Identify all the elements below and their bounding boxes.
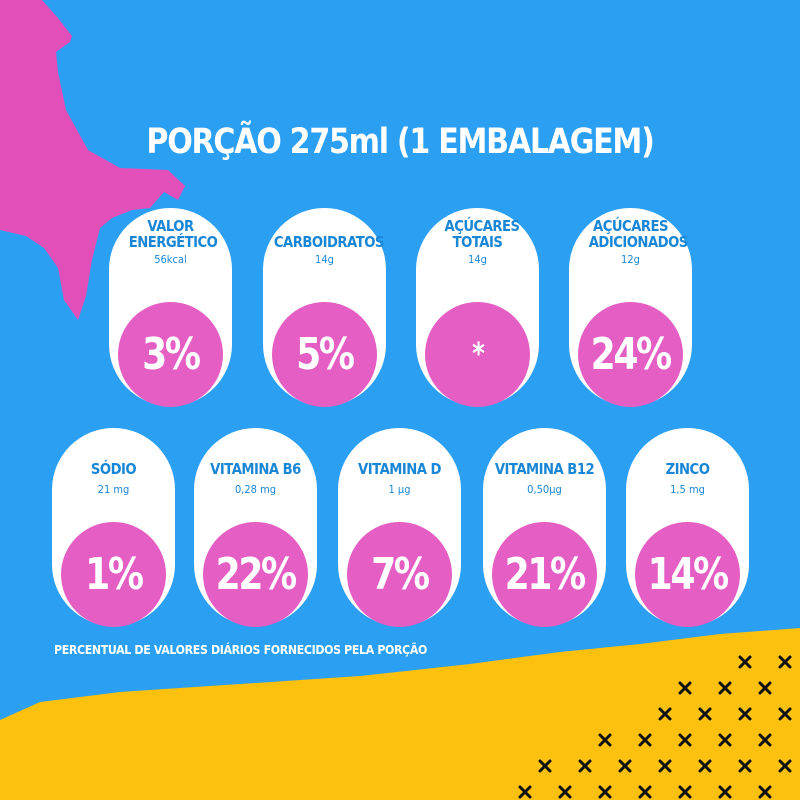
nutrient-amount: 0,28 mg <box>234 483 277 496</box>
percent-value: 3% <box>142 329 201 380</box>
nutrient-card-acucares-adicionados: AÇÚCARES ADICIONADOS 12g 24% <box>569 208 692 407</box>
percent-value: * <box>472 337 485 372</box>
nutrient-amount: 1,5 mg <box>670 483 705 496</box>
yellow-ground-shape <box>0 628 800 800</box>
percent-value: 22% <box>215 549 297 600</box>
nutrient-card-acucares-totais: AÇÚCARES TOTAIS 14g * <box>416 208 539 407</box>
nutrient-amount: 21 mg <box>97 483 130 496</box>
percent-circle: 21% <box>492 522 597 627</box>
nutrient-name: VALOR ENERGÉTICO <box>128 217 218 251</box>
pink-arrow-shape <box>0 0 185 320</box>
nutrient-card-sodio: SÓDIO 21 mg 1% <box>52 428 175 627</box>
percent-circle: 5% <box>272 302 377 407</box>
nutrient-card-vitamina-b6: VITAMINA B6 0,28 mg 22% <box>194 428 317 627</box>
nutrient-name: AÇÚCARES ADICIONADOS <box>588 217 689 251</box>
nutrient-card-valor-energetico: VALOR ENERGÉTICO 56kcal 3% <box>109 208 232 407</box>
nutrient-name: VITAMINA B12 <box>494 460 595 478</box>
nutrient-amount: 0,50µg <box>527 483 562 496</box>
percent-circle: 1% <box>61 522 166 627</box>
percent-value: 24% <box>590 329 672 380</box>
cross-pattern <box>518 655 792 799</box>
nutrient-name: VITAMINA D <box>358 460 441 478</box>
nutrient-amount: 14g <box>468 253 487 266</box>
nutrient-amount: 56kcal <box>154 253 187 266</box>
nutrient-card-vitamina-b12: VITAMINA B12 0,50µg 21% <box>483 428 606 627</box>
percent-circle: 3% <box>118 302 223 407</box>
nutrient-name: VITAMINA B6 <box>210 460 301 478</box>
nutrient-amount: 1 µg <box>388 483 411 496</box>
nutrient-name: SÓDIO <box>90 460 137 478</box>
page-title: PORÇÃO 275ml (1 EMBALAGEM) <box>146 122 654 162</box>
nutrient-amount: 14g <box>315 253 334 266</box>
footnote: PERCENTUAL DE VALORES DIÁRIOS FORNECIDOS… <box>54 642 428 657</box>
nutrient-name: CARBOIDRATOS <box>273 233 385 251</box>
percent-value: 21% <box>504 549 586 600</box>
nutrient-amount: 12g <box>621 253 640 266</box>
percent-value: 1% <box>85 549 144 600</box>
nutrient-name: ZINCO <box>665 460 710 478</box>
percent-circle: 7% <box>347 522 452 627</box>
nutrient-name: AÇÚCARES TOTAIS <box>444 217 521 251</box>
nutrient-card-carboidratos: CARBOIDRATOS 14g 5% <box>263 208 386 407</box>
nutrient-card-vitamina-d: VITAMINA D 1 µg 7% <box>338 428 461 627</box>
percent-value: 14% <box>647 549 729 600</box>
percent-value: 7% <box>371 549 430 600</box>
nutrient-card-zinco: ZINCO 1,5 mg 14% <box>626 428 749 627</box>
percent-circle: 14% <box>635 522 740 627</box>
percent-value: 5% <box>296 329 355 380</box>
percent-circle: 24% <box>578 302 683 407</box>
percent-circle: 22% <box>203 522 308 627</box>
percent-circle: * <box>425 302 530 407</box>
